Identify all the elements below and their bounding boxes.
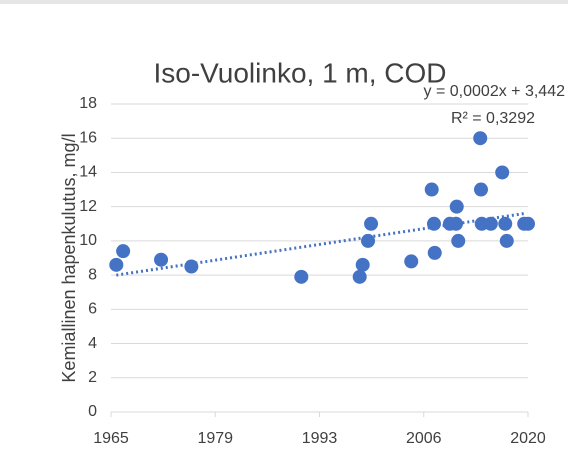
point <box>499 233 514 248</box>
y-tick-label: 16 <box>79 129 97 146</box>
trendline <box>116 212 525 277</box>
point <box>364 216 379 231</box>
x-tick-label: 2006 <box>406 430 442 447</box>
y-axis-label: Kemiallinen hapenkulutus, mg/l <box>59 133 79 382</box>
point <box>451 233 466 248</box>
r-squared: R² = 0,3292 <box>451 110 535 127</box>
point <box>427 245 442 260</box>
y-tick-label: 10 <box>79 232 97 249</box>
point <box>483 216 498 231</box>
point <box>449 199 464 214</box>
point <box>448 216 463 231</box>
x-tick-label: 1965 <box>93 430 129 447</box>
top-border <box>0 0 568 4</box>
point <box>352 269 367 284</box>
point <box>154 252 169 267</box>
x-tick-label: 1979 <box>197 430 233 447</box>
point <box>404 254 419 269</box>
y-tick-label: 12 <box>79 198 97 215</box>
point <box>473 182 488 197</box>
x-tick-label: 2020 <box>510 430 546 447</box>
point <box>116 244 131 259</box>
point <box>109 257 124 272</box>
point <box>495 165 510 180</box>
x-tick-label: 1993 <box>302 430 338 447</box>
y-tick-label: 4 <box>88 335 97 352</box>
point <box>355 257 370 272</box>
chart-title: Iso-Vuolinko, 1 m, COD <box>153 57 446 88</box>
y-tick-label: 8 <box>88 266 97 283</box>
point <box>184 259 199 274</box>
y-tick-label: 18 <box>79 95 97 112</box>
point <box>426 216 441 231</box>
trend-equation: y = 0,0002x + 3,442 <box>424 83 566 100</box>
point <box>361 233 376 248</box>
point <box>498 216 513 231</box>
point <box>294 269 309 284</box>
point <box>424 182 439 197</box>
y-tick-label: 6 <box>88 301 97 318</box>
point <box>521 216 535 231</box>
y-tick-label: 2 <box>88 369 97 386</box>
y-tick-label: 14 <box>79 164 97 181</box>
y-tick-label: 0 <box>88 403 97 420</box>
point <box>473 131 488 146</box>
